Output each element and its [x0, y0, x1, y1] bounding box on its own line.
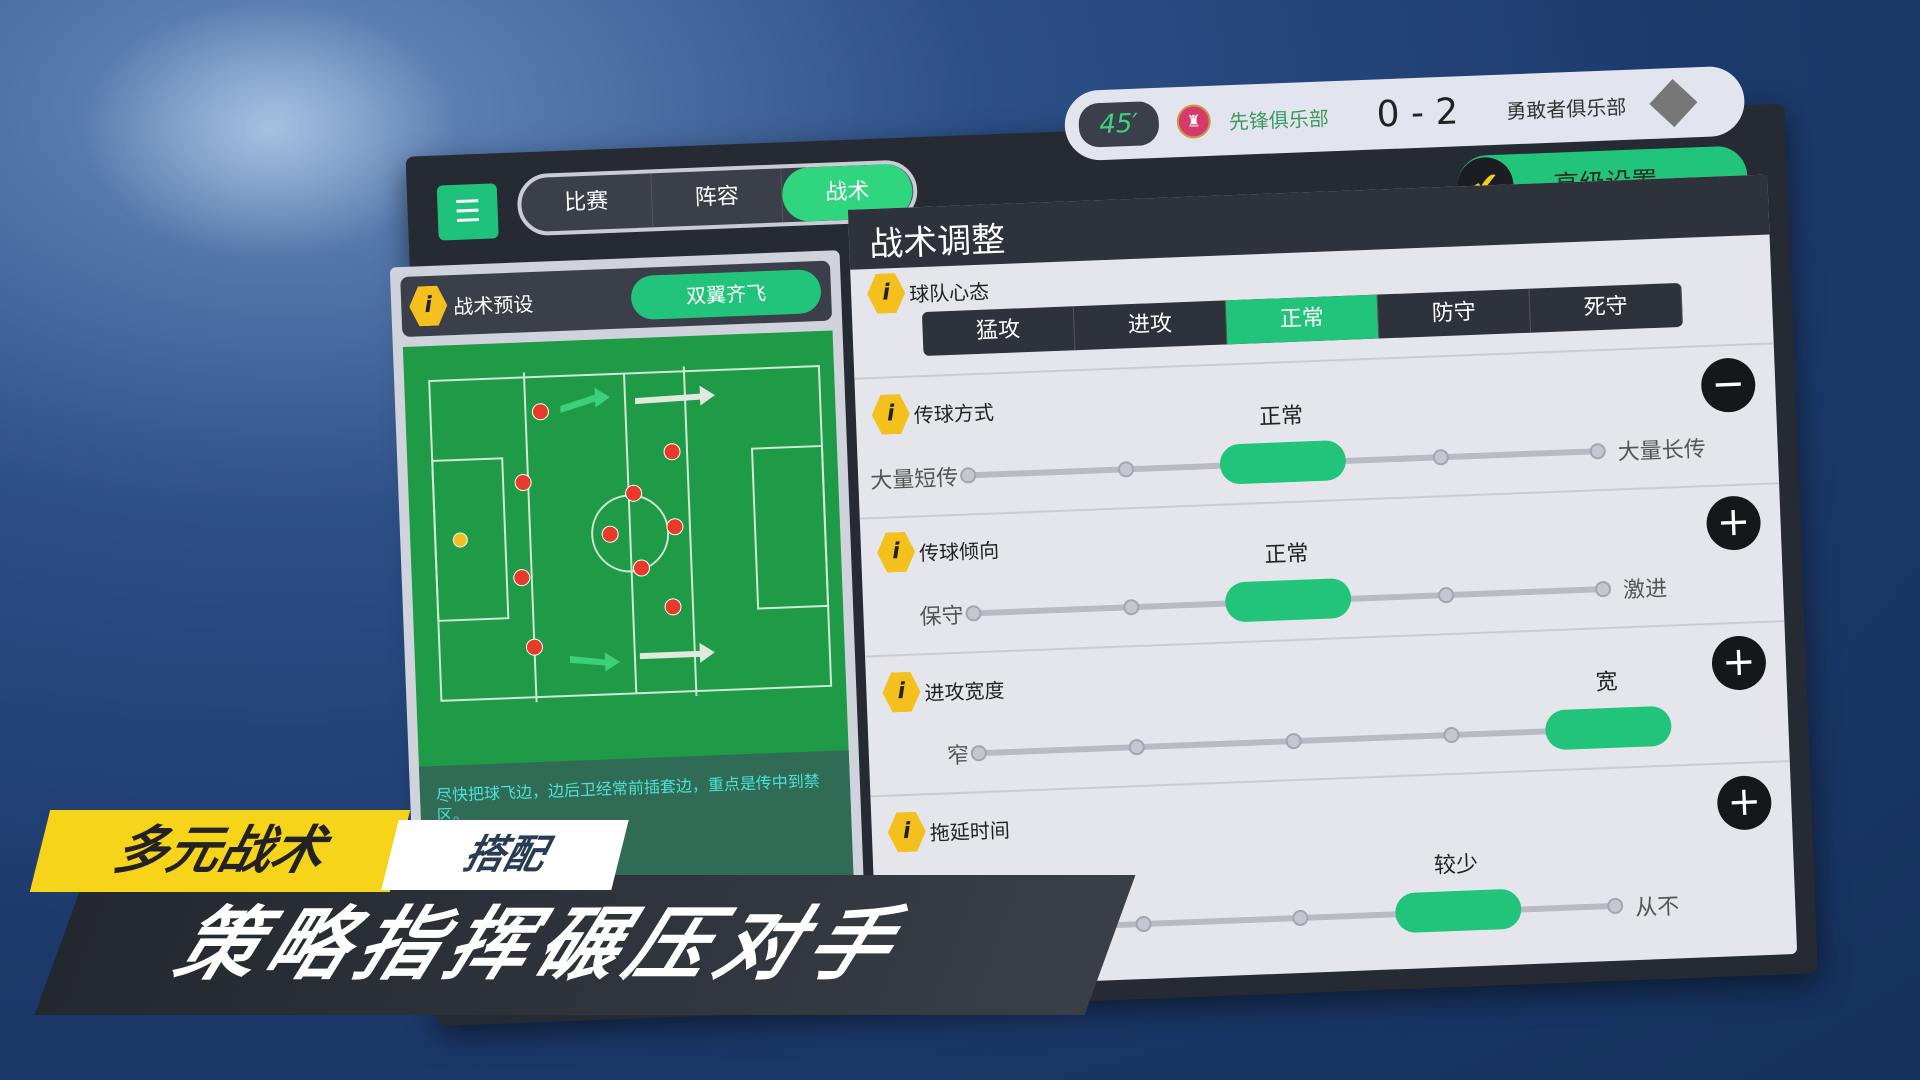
player-marker: [666, 518, 684, 536]
slider-step[interactable]: [1127, 738, 1145, 756]
slider-knob[interactable]: [1544, 705, 1673, 751]
slider-low-label: [875, 915, 975, 919]
plus-icon: +: [1726, 778, 1762, 826]
stadium-light: [80, 0, 460, 260]
player-markers: [452, 403, 684, 656]
slider-step[interactable]: [1594, 580, 1612, 598]
info-icon[interactable]: i: [871, 394, 911, 435]
slider-value: 较少: [1433, 852, 1479, 879]
slider-step[interactable]: [977, 921, 994, 939]
goalkeeper-marker: [452, 532, 468, 548]
home-team-badge-icon: ♜: [1176, 103, 1212, 140]
player-marker: [664, 598, 682, 616]
slider-knob[interactable]: [1219, 439, 1347, 485]
slider-low-label: 窄: [946, 743, 970, 770]
slider-value: 正常: [1258, 403, 1304, 431]
slider-step[interactable]: [1285, 732, 1302, 750]
tactics-screen: ☰ 比赛 阵容 战术 45′ ♜ 先锋俱乐部 0 - 2 勇敢者俱乐部 ✔ 高级…: [389, 14, 1818, 1027]
promo-tag-1: 多元战术: [29, 810, 411, 892]
preset-select-button[interactable]: 双翼齐飞: [630, 268, 822, 321]
tab-lineup[interactable]: 阵容: [651, 168, 784, 228]
plus-button[interactable]: +: [1716, 774, 1773, 831]
slider-high-label: 大量长传: [1617, 437, 1707, 466]
away-team-name: 勇敢者俱乐部: [1505, 94, 1627, 123]
mentality-selector: 猛攻 进攻 正常 防守 死守: [921, 282, 1684, 357]
mentality-label: 球队心态: [908, 278, 990, 307]
tab-match[interactable]: 比赛: [520, 173, 654, 233]
arrow-icon: [569, 652, 621, 672]
preset-label: 战术预设: [452, 291, 534, 319]
slider-high-label: 从不: [1634, 894, 1680, 922]
preset-panel: i 战术预设 双翼齐飞: [389, 250, 868, 987]
slider-value: 正常: [1263, 541, 1309, 569]
info-icon[interactable]: i: [887, 811, 927, 852]
arrow-icon: [560, 387, 610, 414]
slider-low-label: 大量短传: [869, 465, 959, 495]
pitch-area: 尽快把球飞边，边后卫经常前插套边，重点是传中到禁区。: [402, 330, 858, 987]
slider-value: 宽: [1595, 669, 1619, 696]
mentality-option-selected[interactable]: 正常: [1225, 294, 1380, 345]
player-marker: [514, 474, 532, 492]
player-marker: [632, 559, 650, 577]
plus-icon: +: [1721, 638, 1757, 686]
score: 0 - 2: [1375, 90, 1460, 135]
away-team-badge-icon: [1649, 79, 1698, 128]
mentality-option[interactable]: 防守: [1377, 288, 1532, 339]
slider-high-label: 激进: [1622, 576, 1668, 604]
slider-step[interactable]: [1134, 915, 1152, 933]
slider-track[interactable]: 宽: [970, 670, 1673, 762]
player-marker: [525, 638, 543, 656]
mentality-option[interactable]: 猛攻: [921, 306, 1076, 357]
minus-button[interactable]: −: [1700, 357, 1757, 414]
slider-track[interactable]: 正常: [959, 404, 1607, 485]
slider-step[interactable]: [1122, 598, 1140, 616]
slider-step[interactable]: [1589, 442, 1607, 460]
run-arrows: [560, 385, 715, 672]
slider-step[interactable]: [965, 605, 982, 622]
arrow-icon: [634, 385, 715, 406]
preset-header: i 战术预设 双翼齐飞: [400, 260, 833, 338]
player-marker: [625, 484, 643, 502]
match-minute: 45′: [1078, 100, 1160, 148]
slider-label: 拖延时间: [929, 817, 1011, 845]
slider-step[interactable]: [1117, 461, 1134, 478]
slider-track[interactable]: 正常: [965, 541, 1612, 623]
mentality-option[interactable]: 死守: [1529, 282, 1684, 333]
hamburger-icon: ☰: [453, 193, 482, 230]
slider-step[interactable]: [1606, 897, 1624, 915]
info-icon[interactable]: i: [876, 532, 916, 573]
minus-icon: −: [1710, 360, 1746, 408]
arrow-icon: [639, 642, 715, 663]
slider-low-label: 保守: [919, 603, 965, 631]
tactics-adjust-panel: 战术调整 i 球队心态 猛攻 进攻 正常 防守 死守 i 传球方式 − 大量短传 大…: [847, 174, 1798, 990]
preset-description: 尽快把球飞边，边后卫经常前插套边，重点是传中到禁区。: [418, 750, 858, 987]
slider-step[interactable]: [959, 467, 977, 484]
player-marker: [663, 443, 681, 461]
info-icon[interactable]: i: [409, 285, 449, 326]
slider-label: 传球倾向: [918, 537, 1000, 565]
slider-track[interactable]: 较少: [977, 852, 1624, 939]
slider-step[interactable]: [1437, 586, 1454, 604]
slider-knob[interactable]: [1224, 577, 1352, 623]
home-team-name: 先锋俱乐部: [1228, 105, 1330, 134]
slider-step[interactable]: [1292, 909, 1309, 927]
mentality-option[interactable]: 进攻: [1073, 300, 1228, 351]
info-icon[interactable]: i: [882, 671, 922, 712]
slider-step[interactable]: [1442, 726, 1460, 744]
slider-step[interactable]: [1432, 448, 1449, 466]
slider-step[interactable]: [970, 744, 988, 762]
plus-button[interactable]: +: [1705, 495, 1762, 552]
slider-knob[interactable]: [1394, 888, 1522, 934]
player-marker: [513, 569, 531, 587]
info-icon[interactable]: i: [866, 273, 906, 314]
menu-button[interactable]: ☰: [436, 183, 499, 241]
slider-row: i 拖延时间 + 从不 较少: [871, 764, 1797, 979]
plus-icon: +: [1715, 498, 1752, 546]
plus-button[interactable]: +: [1710, 634, 1767, 691]
formation-pitch: [428, 365, 833, 703]
player-marker: [531, 403, 549, 421]
slider-label: 进攻宽度: [924, 677, 1005, 705]
slider-label: 传球方式: [913, 399, 995, 427]
player-marker: [601, 525, 619, 543]
